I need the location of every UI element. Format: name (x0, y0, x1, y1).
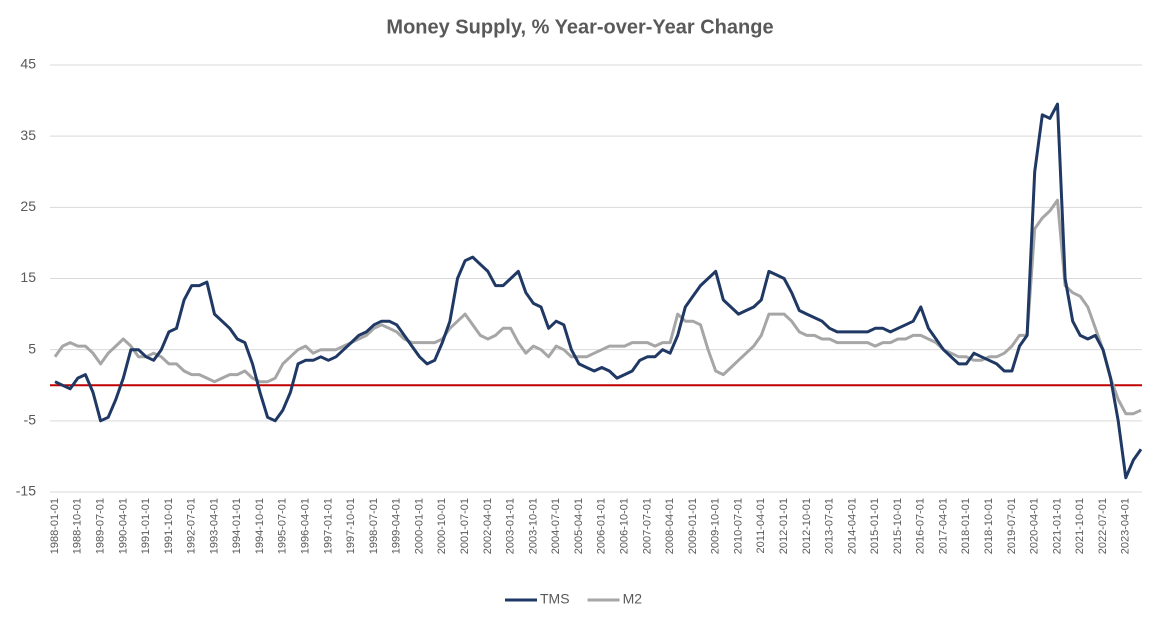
series-line (53, 198, 1142, 416)
x-tick-label: 2006-10-01 (618, 498, 630, 554)
x-tick-label: 1998-07-01 (368, 498, 380, 554)
x-tick-label: 2007-07-01 (641, 498, 653, 554)
x-tick-label: 2015-01-01 (869, 498, 881, 554)
x-tick-label: 2002-04-01 (482, 498, 494, 554)
x-tick-label: 2021-10-01 (1074, 498, 1086, 554)
x-tick-label: 2023-04-01 (1120, 498, 1132, 554)
x-tick-label: 2000-10-01 (436, 498, 448, 554)
x-tick-label: 2021-01-01 (1051, 498, 1063, 554)
y-tick-label: 45 (20, 56, 36, 72)
x-tick-label: 2019-07-01 (1006, 498, 1018, 554)
x-tick-label: 1999-04-01 (391, 498, 403, 554)
x-tick-label: 2008-04-01 (664, 498, 676, 554)
x-tick-label: 1997-10-01 (345, 498, 357, 554)
legend-label: M2 (623, 591, 643, 607)
y-tick-label: 35 (20, 127, 36, 143)
x-tick-label: 2004-07-01 (550, 498, 562, 554)
x-tick-label: 1990-04-01 (117, 498, 129, 554)
x-tick-label: 1997-01-01 (322, 498, 334, 554)
x-tick-label: 2010-07-01 (732, 498, 744, 554)
x-tick-label: 2009-01-01 (687, 498, 699, 554)
x-tick-label: 1994-01-01 (231, 498, 243, 554)
y-tick-label: 25 (20, 198, 36, 214)
chart-title: Money Supply, % Year-over-Year Change (386, 16, 773, 38)
x-tick-label: 2005-04-01 (573, 498, 585, 554)
x-tick-label: 2012-10-01 (801, 498, 813, 554)
x-tick-label: 2015-10-01 (892, 498, 904, 554)
x-tick-label: 2022-07-01 (1097, 498, 1109, 554)
x-tick-label: 2016-07-01 (915, 498, 927, 554)
y-tick-label: -15 (16, 483, 36, 499)
x-tick-label: 1996-04-01 (300, 498, 312, 554)
x-tick-label: 2012-01-01 (778, 498, 790, 554)
x-tick-label: 1994-10-01 (254, 498, 266, 554)
x-tick-label: 2020-04-01 (1029, 498, 1041, 554)
x-tick-label: 1991-10-01 (163, 498, 175, 554)
series-line (54, 102, 1143, 480)
x-tick-label: 1992-07-01 (186, 498, 198, 554)
legend-label: TMS (540, 591, 570, 607)
x-tick-label: 2014-04-01 (846, 498, 858, 554)
x-tick-label: 2003-01-01 (505, 498, 517, 554)
x-tick-label: 1989-07-01 (94, 498, 106, 554)
y-tick-label: 5 (28, 340, 36, 356)
x-tick-label: 1993-04-01 (208, 498, 220, 554)
x-tick-label: 2006-01-01 (596, 498, 608, 554)
x-tick-label: 2017-04-01 (937, 498, 949, 554)
x-tick-label: 2001-07-01 (459, 498, 471, 554)
x-tick-label: 2013-07-01 (824, 498, 836, 554)
x-tick-label: 2009-10-01 (710, 498, 722, 554)
x-tick-label: 2011-04-01 (755, 498, 767, 553)
y-tick-label: 15 (20, 269, 36, 285)
x-tick-label: 1991-01-01 (140, 498, 152, 554)
x-tick-label: 2018-01-01 (960, 498, 972, 554)
x-tick-label: 2018-10-01 (983, 498, 995, 554)
y-tick-label: -5 (24, 412, 37, 428)
x-tick-label: 1995-07-01 (277, 498, 289, 554)
x-tick-label: 1988-10-01 (72, 498, 84, 554)
x-tick-label: 2000-01-01 (413, 498, 425, 554)
x-tick-label: 1988-01-01 (49, 498, 61, 554)
x-tick-label: 2003-10-01 (527, 498, 539, 554)
